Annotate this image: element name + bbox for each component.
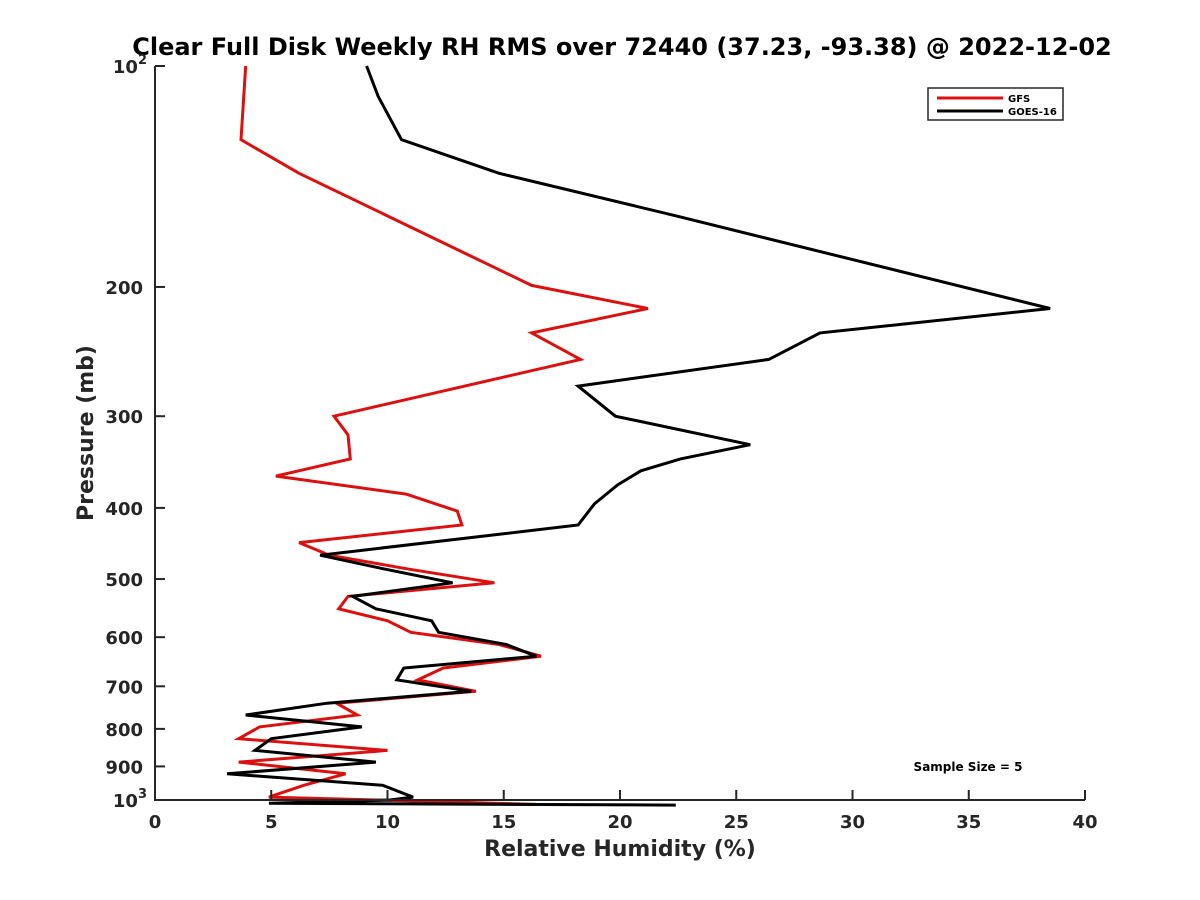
series-layer (226, 65, 1051, 807)
y-tick-label: 400 (105, 499, 143, 520)
sample-size-annotation: Sample Size = 5 (914, 760, 1023, 774)
legend-box (927, 87, 1064, 121)
x-tick-label: 15 (491, 812, 516, 833)
x-axis-label: Relative Humidity (%) (484, 837, 756, 862)
y-tick-label: 103 (113, 787, 147, 812)
y-axis-ticks: 102 200 300 400 500 600 700 800 900 103 (105, 53, 165, 812)
legend-entry-goes16: GOES-16 (1008, 107, 1057, 118)
x-tick-label: 0 (149, 812, 162, 833)
x-tick-label: 35 (956, 812, 981, 833)
chart-title: Clear Full Disk Weekly RH RMS over 72440… (132, 33, 1112, 61)
series-line-gfs (233, 65, 649, 806)
x-axis-ticks: 0 5 10 15 20 25 30 35 40 (149, 790, 1098, 833)
x-tick-label: 20 (607, 812, 632, 833)
y-tick-label: 700 (105, 677, 143, 698)
y-tick-label: 200 (105, 278, 143, 299)
series-line-goes16 (226, 65, 1051, 807)
y-tick-label: 600 (105, 628, 143, 649)
y-tick-label: 500 (105, 570, 143, 591)
x-tick-label: 40 (1072, 812, 1097, 833)
y-tick-label: 102 (113, 53, 147, 78)
y-tick-label: 900 (105, 757, 143, 778)
x-tick-label: 5 (265, 812, 278, 833)
y-tick-label: 800 (105, 720, 143, 741)
x-tick-label: 30 (840, 812, 865, 833)
legend: GFS GOES-16 (927, 87, 1064, 121)
y-axis-label: Pressure (mb) (74, 345, 99, 521)
y-tick-label: 300 (105, 407, 143, 428)
x-tick-label: 10 (375, 812, 400, 833)
axes-frame (154, 66, 1085, 801)
x-tick-label: 25 (724, 812, 749, 833)
legend-entry-gfs: GFS (1008, 94, 1030, 105)
